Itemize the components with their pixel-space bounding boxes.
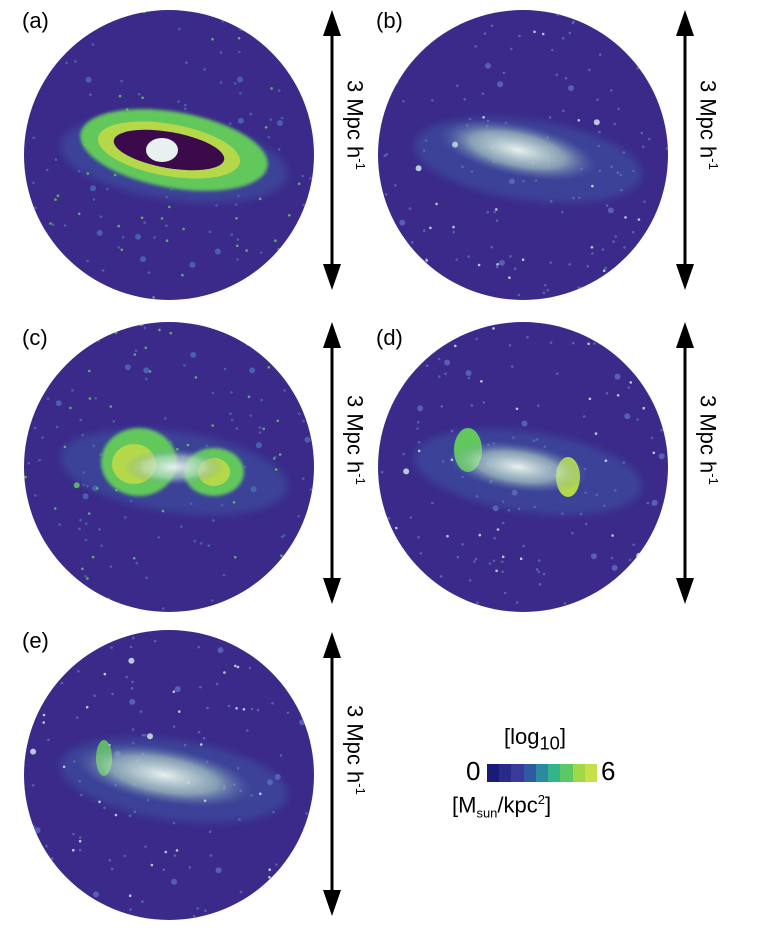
- density-map-d: [378, 322, 668, 612]
- colorbar-segment: [560, 764, 573, 782]
- colorbar-title: [log10]: [504, 724, 566, 754]
- colorbar-segment: [499, 764, 512, 782]
- colorbar-segment: [572, 764, 585, 782]
- scale-arrow-a: [312, 10, 352, 290]
- colorbar-gradient: [487, 764, 597, 782]
- scale-arrow-b: [665, 10, 705, 290]
- colorbar-segment: [584, 764, 597, 782]
- scale-label-d: 3 Mpc h-1: [695, 395, 721, 485]
- colorbar-segment: [535, 764, 549, 782]
- scale-label-b: 3 Mpc h-1: [695, 80, 721, 170]
- panel-label-a: (a): [22, 8, 49, 33]
- panel-label-b: (b): [376, 8, 403, 33]
- colorbar-segment: [511, 764, 524, 782]
- colorbar-segment: [523, 764, 536, 782]
- scale-arrow-e: [312, 632, 352, 916]
- colorbar-segment: [548, 764, 561, 782]
- colorbar-max: 6: [601, 756, 616, 786]
- scale-arrow-d: [665, 322, 705, 604]
- scale-arrow-c: [312, 322, 352, 604]
- panel-label-d: (d): [376, 325, 403, 350]
- panel-label-c: (c): [22, 325, 48, 350]
- density-map-e: [24, 630, 314, 920]
- scale-label-c: 3 Mpc h-1: [342, 395, 368, 485]
- density-map-a: [24, 10, 314, 300]
- density-map-b: [378, 10, 668, 300]
- density-map-c: [24, 322, 314, 612]
- scale-label-e: 3 Mpc h-1: [342, 705, 368, 795]
- colorbar-unit: [Msun/kpc2]: [452, 792, 552, 821]
- scale-label-a: 3 Mpc h-1: [342, 80, 368, 170]
- panel-label-e: (e): [22, 628, 49, 653]
- colorbar-segment: [487, 764, 500, 782]
- colorbar-min: 0: [466, 756, 481, 786]
- colorbar: [log10] 0 6 [Msun/kpc2]: [452, 720, 630, 830]
